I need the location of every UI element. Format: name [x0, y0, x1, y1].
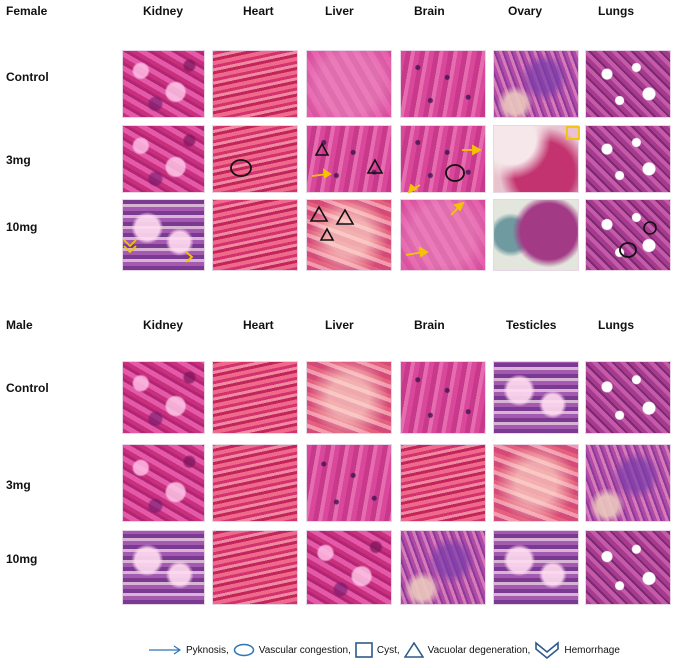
female-control-kidney-image [122, 50, 205, 118]
female-10mg-ovary-image [493, 199, 579, 271]
female-control-brain-image [400, 50, 486, 118]
male-col-liver: Liver [325, 318, 354, 332]
female-3mg-heart-image [212, 125, 298, 193]
female-3mg-liver-image [306, 125, 392, 193]
ellipse-icon [233, 643, 255, 657]
male-10mg-lungs-image [585, 530, 671, 605]
female-group-label: Female [6, 4, 48, 18]
legend-cyst-label: Cyst, [376, 644, 400, 656]
female-10mg-brain-image [400, 199, 486, 271]
male-3mg-lungs-image [585, 444, 671, 522]
male-3mg-kidney-image [122, 444, 205, 522]
male-col-heart: Heart [243, 318, 274, 332]
legend-vascular-congestion: Vascular congestion, [233, 643, 351, 657]
female-col-ovary: Ovary [508, 4, 543, 18]
male-col-kidney: Kidney [143, 318, 184, 332]
female-col-liver: Liver [325, 4, 354, 18]
male-3mg-brain-image [400, 444, 486, 522]
male-3mg-testicles-image [493, 444, 579, 522]
female-10mg-lungs-image [585, 199, 671, 271]
male-col-lungs: Lungs [598, 318, 634, 332]
female-col-heart: Heart [243, 4, 274, 18]
female-row-10mg: 10mg [6, 220, 38, 234]
male-control-testicles-image [493, 361, 579, 434]
male-3mg-heart-image [212, 444, 298, 522]
female-3mg-brain-image [400, 125, 486, 193]
male-control-brain-image [400, 361, 486, 434]
legend-hemorrhage-label: Hemorrhage [564, 644, 620, 656]
female-10mg-liver-image [306, 199, 392, 271]
male-col-brain: Brain [414, 318, 445, 332]
male-3mg-liver-image [306, 444, 392, 522]
female-10mg-kidney-image [122, 199, 205, 271]
male-row-3mg: 3mg [6, 478, 31, 492]
female-3mg-lungs-image [585, 125, 671, 193]
legend-cyst: Cyst, [355, 642, 400, 658]
male-10mg-kidney-image [122, 530, 205, 605]
female-col-lungs: Lungs [598, 4, 634, 18]
female-row-control: Control [6, 70, 49, 84]
male-row-control: Control [6, 381, 49, 395]
female-10mg-heart-image [212, 199, 298, 271]
female-row-3mg: 3mg [6, 153, 31, 167]
male-control-lungs-image [585, 361, 671, 434]
male-10mg-testicles-image [493, 530, 579, 605]
square-icon [355, 642, 373, 658]
legend-pyknosis: Pyknosis, [148, 645, 229, 656]
male-10mg-brain-image [400, 530, 486, 605]
female-3mg-ovary-image [493, 125, 579, 193]
lesion-legend: Pyknosis, Vascular congestion, Cyst, Vac… [148, 638, 624, 662]
male-10mg-heart-image [212, 530, 298, 605]
female-control-heart-image [212, 50, 298, 118]
male-col-testicles: Testicles [506, 318, 557, 332]
male-10mg-liver-image [306, 530, 392, 605]
legend-pyknosis-label: Pyknosis, [186, 644, 229, 656]
legend-vacuolar-degeneration: Vacuolar degeneration, [403, 642, 531, 658]
female-control-ovary-image [493, 50, 579, 118]
female-control-lungs-image [585, 50, 671, 118]
male-group-label: Male [6, 318, 33, 332]
legend-vacuolar-degeneration-label: Vacuolar degeneration, [427, 644, 531, 656]
legend-hemorrhage: Hemorrhage [534, 640, 620, 660]
male-row-10mg: 10mg [6, 552, 38, 566]
triangle-icon [403, 642, 424, 658]
arrow-icon [149, 645, 182, 655]
male-control-kidney-image [122, 361, 205, 434]
legend-vascular-congestion-label: Vascular congestion, [258, 644, 351, 656]
male-control-liver-image [306, 361, 392, 434]
hemorrhage-chevron-icon [535, 641, 560, 660]
female-3mg-kidney-image [122, 125, 205, 193]
female-control-liver-image [306, 50, 392, 118]
male-control-heart-image [212, 361, 298, 434]
female-col-brain: Brain [414, 4, 445, 18]
female-col-kidney: Kidney [143, 4, 184, 18]
